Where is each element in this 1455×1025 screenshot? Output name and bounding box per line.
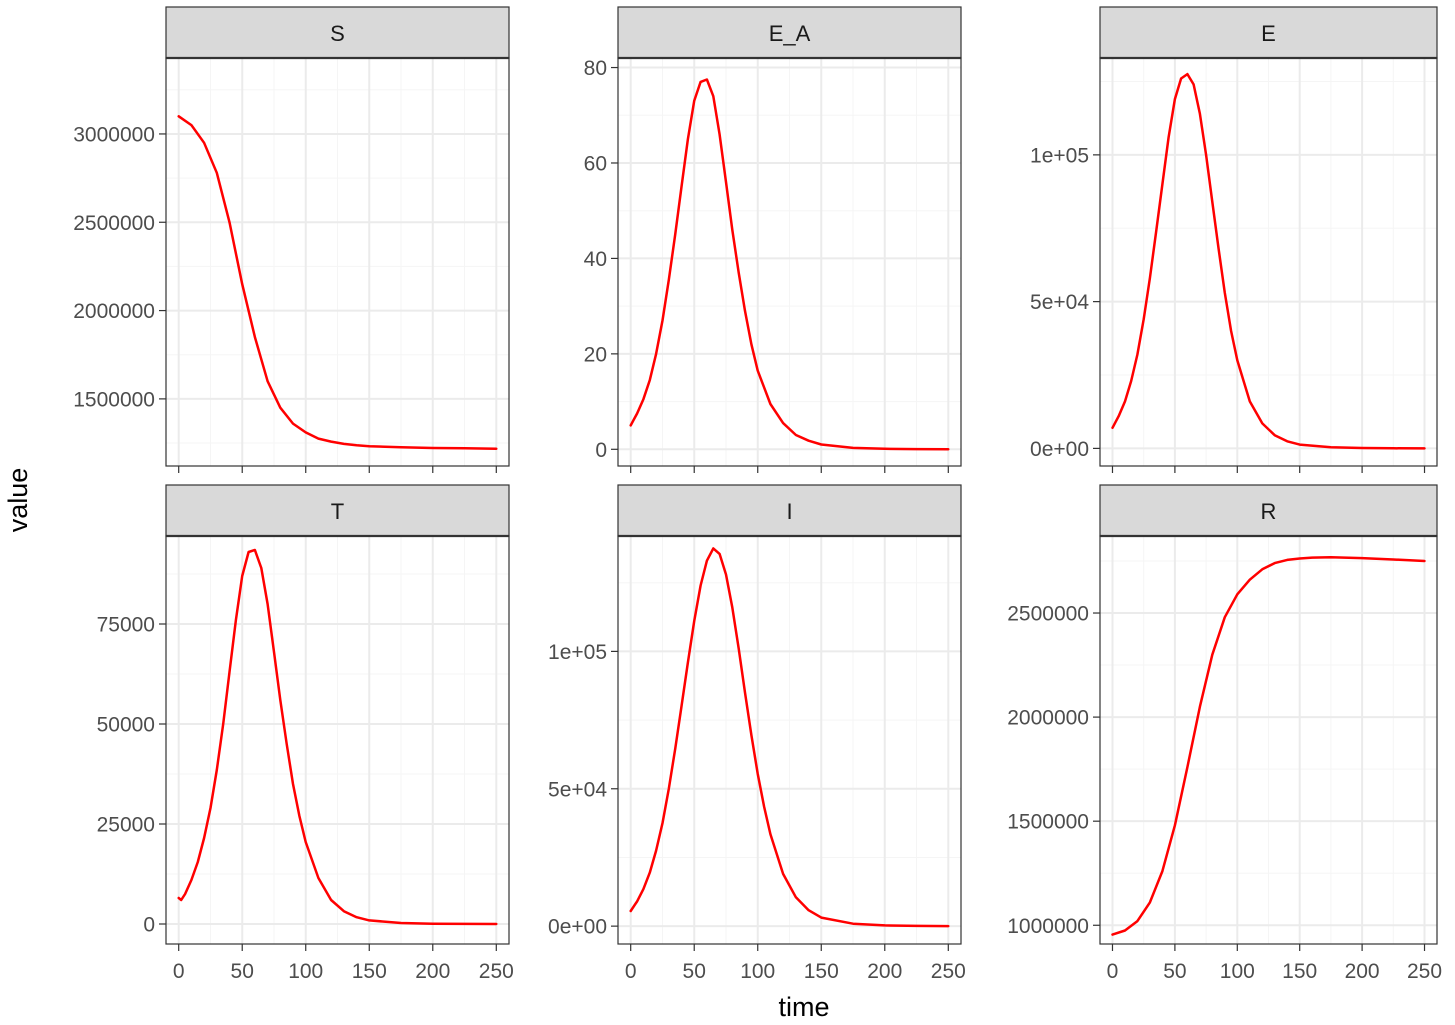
facet-title: S [330, 21, 345, 46]
y-tick-label: 2000000 [1007, 707, 1089, 730]
x-tick-label: 100 [1220, 960, 1255, 983]
y-tick-label: 0 [143, 914, 155, 937]
facet-panels: S1500000200000025000003000000E_A02040608… [73, 6, 1442, 983]
facet-panel-s: S 1500000 2000000 2500000 3000000 [73, 6, 510, 473]
y-tick-label: 60 [584, 152, 607, 175]
facet-panel-e_a: E_A 0 20 40 60 80 [584, 6, 962, 473]
y-tick-label: 1000000 [1007, 915, 1089, 938]
series-line-e_a [629, 78, 950, 451]
facet-panel-e: E 0e+00 5e+04 1e+05 [1030, 6, 1438, 473]
facet-panel-r: R 1000000 1500000 2000000 2500000 0 50 100 150 20… [1007, 484, 1442, 983]
x-tick-label: 0 [625, 960, 637, 983]
x-tick-label: 50 [231, 960, 254, 983]
y-tick-label: 5e+04 [1030, 291, 1089, 314]
x-tick-label: 0 [173, 960, 185, 983]
x-axis-title: time [778, 992, 829, 1022]
facet-strip [1099, 6, 1438, 59]
facet-strip [165, 484, 510, 537]
series-line-r [1111, 555, 1426, 936]
x-tick-label: 150 [352, 960, 387, 983]
facet-strip [617, 484, 962, 537]
x-tick-label: 250 [931, 960, 966, 983]
x-tick-label: 150 [804, 960, 839, 983]
facet-title: R [1261, 499, 1277, 524]
series-line-t [177, 548, 498, 926]
facet-title: I [786, 499, 792, 524]
y-tick-label: 5e+04 [548, 778, 607, 801]
x-tick-label: 100 [288, 960, 323, 983]
y-tick-label: 1500000 [73, 388, 155, 411]
y-tick-label: 3000000 [73, 123, 155, 146]
x-tick-label: 150 [1282, 960, 1317, 983]
x-tick-label: 100 [740, 960, 775, 983]
facet-panel-t: T 0 25000 50000 75000 0 50 100 150 200 250 [97, 484, 514, 983]
facet-strip [165, 6, 510, 59]
x-tick-label: 200 [1345, 960, 1380, 983]
y-tick-label: 20 [584, 343, 607, 366]
y-tick-label: 0e+00 [548, 916, 607, 939]
x-tick-label: 200 [867, 960, 902, 983]
y-tick-label: 2000000 [73, 300, 155, 323]
facet-title: E_A [769, 21, 811, 46]
x-tick-label: 50 [1163, 960, 1186, 983]
facet-strip [1099, 484, 1438, 537]
series-line-i [629, 547, 950, 928]
y-tick-label: 75000 [97, 614, 155, 637]
y-tick-label: 0e+00 [1030, 438, 1089, 461]
y-tick-label: 80 [584, 57, 607, 80]
y-tick-label: 2500000 [73, 212, 155, 235]
facet-title: T [331, 499, 344, 524]
y-tick-label: 1e+05 [1030, 144, 1089, 167]
y-tick-label: 1500000 [1007, 811, 1089, 834]
y-tick-label: 2500000 [1007, 603, 1089, 626]
y-tick-label: 1e+05 [548, 641, 607, 664]
y-tick-label: 40 [584, 248, 607, 271]
x-tick-label: 0 [1107, 960, 1119, 983]
y-tick-label: 25000 [97, 814, 155, 837]
x-tick-label: 250 [1407, 960, 1442, 983]
facet-title: E [1261, 21, 1276, 46]
y-axis-title: value [3, 468, 33, 533]
y-tick-label: 50000 [97, 714, 155, 737]
series-line-e [1111, 72, 1426, 450]
facet-panel-i: I 0e+00 5e+04 1e+05 0 50 100 150 200 250 [548, 484, 966, 983]
x-tick-label: 200 [415, 960, 450, 983]
y-tick-label: 0 [595, 439, 607, 462]
x-tick-label: 50 [683, 960, 706, 983]
series-line-s [177, 115, 498, 450]
x-tick-label: 250 [479, 960, 514, 983]
